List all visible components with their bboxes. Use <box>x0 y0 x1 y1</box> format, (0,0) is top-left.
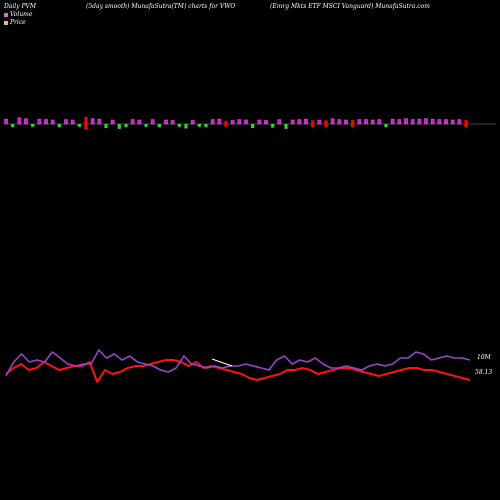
volume-bar <box>130 119 135 125</box>
volume-bar <box>284 124 288 129</box>
chart-header-left: Daily PVM <box>4 3 37 10</box>
price-value-label: 58.13 <box>475 369 493 376</box>
volume-bar <box>364 119 368 125</box>
volume-bar <box>4 118 8 125</box>
volume-bar <box>177 124 181 127</box>
volume-bar <box>457 119 462 125</box>
volume-bar <box>164 119 168 125</box>
volume-bar <box>330 118 335 125</box>
volume-bar <box>464 120 468 128</box>
volume-bar <box>424 118 428 125</box>
volume-bar <box>57 124 61 128</box>
volume-bar <box>370 119 375 125</box>
volume-bar <box>404 118 408 125</box>
volume-bar <box>117 124 121 129</box>
volume-bar <box>337 119 342 125</box>
volume-bar <box>190 120 195 125</box>
volume-bar <box>70 119 75 125</box>
volume-bar <box>230 120 235 125</box>
legend-price: Price <box>4 19 26 26</box>
price-line <box>5 359 471 383</box>
volume-bar <box>144 124 148 127</box>
volume-bar <box>410 119 415 125</box>
volume-bar <box>64 119 68 125</box>
volume-bar <box>290 119 295 125</box>
legend-volume-label: Volume <box>10 11 33 18</box>
volume-bar <box>277 119 282 125</box>
volume-bar <box>450 119 455 125</box>
volume-bar <box>257 119 262 125</box>
volume-line <box>5 349 471 377</box>
volume-bar <box>224 120 228 127</box>
volume-bar <box>17 117 22 125</box>
volume-bar <box>11 124 15 128</box>
volume-bar <box>324 120 328 127</box>
volume-bar <box>137 119 142 125</box>
chart-header-right: (Emrg Mkts ETF MSCI Vanguard) MunafaSutr… <box>270 3 430 10</box>
volume-bar <box>251 124 255 129</box>
volume-bar <box>110 119 115 125</box>
volume-bar <box>390 118 395 125</box>
volume-bar <box>210 119 215 125</box>
volume-bar <box>384 124 388 128</box>
volume-bar <box>304 118 308 125</box>
chart-header-middle: (5day smooth) MunafaSutra(TM) charts for… <box>86 3 236 10</box>
volume-bar <box>317 119 322 125</box>
volume-bar <box>77 124 81 127</box>
volume-bar <box>397 119 402 125</box>
volume-bar <box>344 119 348 125</box>
volume-bar <box>104 124 108 129</box>
volume-bar <box>237 119 242 125</box>
volume-bar <box>97 118 102 125</box>
volume-bar <box>444 119 448 125</box>
legend-price-label: Price <box>10 19 26 26</box>
volume-bar <box>157 124 161 128</box>
volume-bar <box>31 124 35 127</box>
volume-bar <box>244 119 248 125</box>
volume-bar <box>184 124 188 129</box>
line-crossover-accent <box>211 358 233 367</box>
volume-bar <box>24 118 28 125</box>
volume-bar <box>124 124 128 128</box>
volume-bar <box>357 119 362 125</box>
volume-bar <box>90 118 95 125</box>
legend-volume: Volume <box>4 11 32 18</box>
volume-bar <box>437 119 442 125</box>
volume-bar <box>84 116 88 130</box>
volume-value-label: 10M <box>477 354 491 361</box>
volume-bar <box>377 119 382 125</box>
volume-bar <box>50 119 55 125</box>
volume-bar <box>351 120 355 128</box>
volume-bar <box>430 118 435 125</box>
volume-bar <box>271 124 275 128</box>
volume-bar <box>417 118 422 125</box>
volume-bar <box>297 119 302 125</box>
legend-price-swatch <box>4 20 8 25</box>
volume-bar <box>197 124 201 127</box>
volume-bar <box>311 120 315 127</box>
volume-bar <box>170 120 175 125</box>
volume-bar <box>37 118 42 125</box>
volume-bar <box>264 120 268 125</box>
legend-volume-swatch <box>4 12 8 17</box>
volume-bar <box>204 124 208 128</box>
volume-bar <box>150 119 155 125</box>
volume-bar <box>217 118 222 125</box>
volume-bar <box>44 119 48 125</box>
